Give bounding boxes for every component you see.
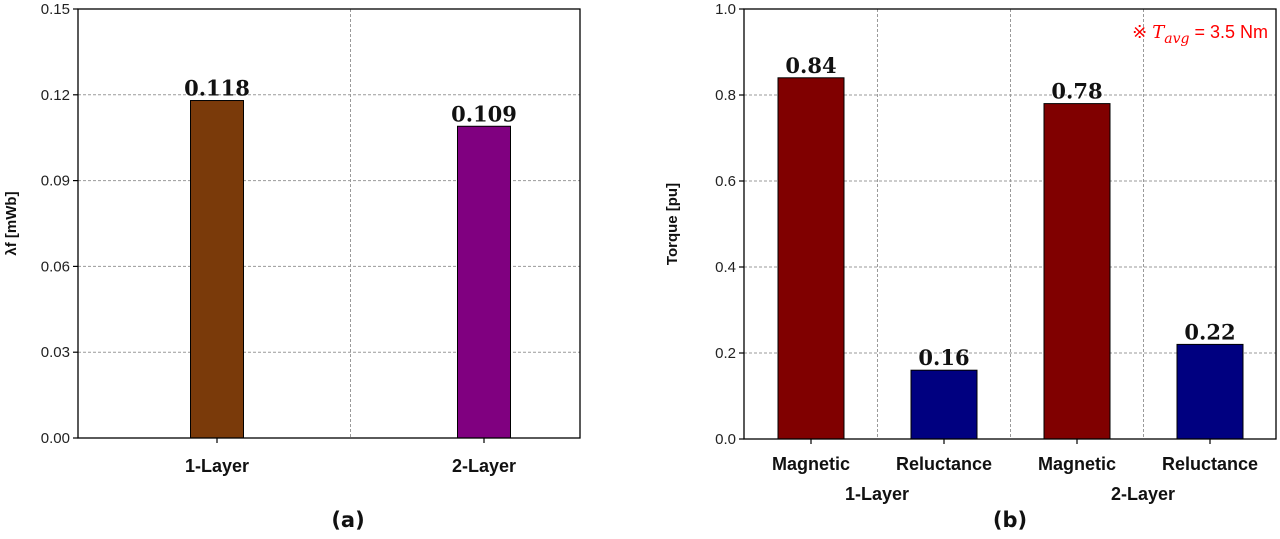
data-label: 0.78 [1051,79,1102,104]
y-tick-label: 1.0 [715,1,736,18]
bar [457,125,511,439]
panel-label: (b) [993,508,1027,532]
x-category-label: 1-Layer [185,456,249,476]
y-tick-label: 0.4 [715,259,736,276]
y-tick-label: 0.06 [41,258,70,275]
x-group-label: 2-Layer [1111,484,1175,504]
y-tick-label: 0.09 [41,173,70,190]
data-label: 0.16 [918,345,969,370]
y-tick-label: 0.2 [715,345,736,362]
bar [190,100,244,439]
y-tick-label: 0.8 [715,87,736,104]
panel-label: (a) [331,508,364,532]
chart-panel-b: 0.84 0.16 0.78 0.22 0.0 0.2 0.4 0.6 0.8 1.0 Magnet… [664,1,1277,532]
y-tick-label: 0.6 [715,173,736,190]
bar [777,77,845,440]
data-label: 0.118 [184,76,250,101]
torque-annotation: ※ Tavg = 3.5 Nm [1132,22,1268,47]
x-group-label: 1-Layer [845,484,909,504]
x-category-label: Magnetic [772,454,850,474]
x-category-label: Magnetic [1038,454,1116,474]
data-label: 0.109 [451,101,517,126]
plot-frame [743,8,1277,440]
bar [1043,103,1111,440]
y-tick-label: 0.00 [41,430,70,447]
y-tick-label: 0.0 [715,431,736,448]
y-tick-label: 0.03 [41,344,70,361]
y-tick-label: 0.12 [41,87,70,104]
bar [910,369,978,440]
data-label: 0.84 [785,53,836,78]
chart-panel-a: 0.118 0.109 0.00 0.03 0.06 0.09 0.12 0.15 1-Laye… [3,1,581,532]
plot-frame [77,8,581,439]
y-axis-label: λf [mWb] [3,191,20,255]
y-tick-label: 0.15 [41,1,70,18]
y-axis-label: Torque [pu] [664,183,681,265]
x-category-label: Reluctance [896,454,992,474]
x-category-label: Reluctance [1162,454,1258,474]
data-label: 0.22 [1184,319,1235,344]
bar [1176,343,1244,440]
x-category-label: 2-Layer [452,456,516,476]
